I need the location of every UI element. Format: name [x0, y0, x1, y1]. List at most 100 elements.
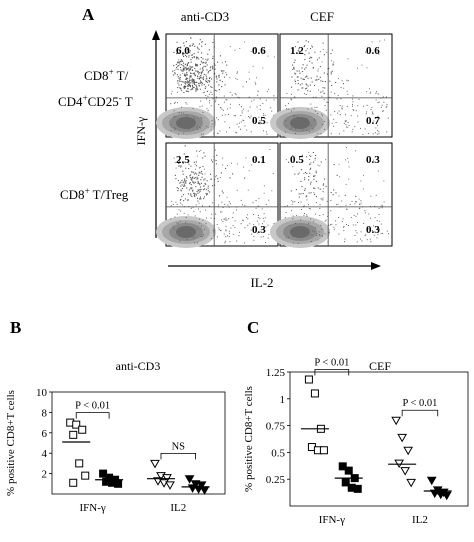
y-tick-label: 6: [42, 428, 48, 440]
data-point: [150, 459, 160, 469]
data-point: [99, 469, 108, 478]
flow-plot-4: 0.5 0.3 0.3: [270, 142, 393, 248]
x-axis-label-il2: IL-2: [250, 275, 273, 290]
row-label-2: CD8+ T/Treg: [60, 186, 129, 202]
data-point: [400, 467, 411, 476]
event-dots: [285, 39, 389, 135]
data-point: [391, 416, 402, 426]
x-axis-arrowhead: [371, 262, 381, 270]
panel-c-letter: C: [247, 318, 259, 337]
quadrant-value-upper-left: 0.5: [290, 154, 304, 166]
data-point: [69, 478, 78, 487]
y-axis-label-ifn: IFN-γ: [134, 116, 148, 145]
flow-plot-1: 6.0 0.6 0.5: [156, 33, 279, 139]
dense-population: [270, 107, 330, 139]
data-point: [165, 481, 175, 490]
y-tick-label: 4: [42, 448, 48, 460]
event-dots: [170, 37, 275, 135]
significance-bracket: P < 0.01: [75, 401, 110, 419]
flow-plot-3: 2.5 0.1 0.3: [156, 142, 279, 248]
panel-b-letter: B: [10, 318, 21, 337]
data-point: [341, 478, 350, 487]
group-open-square: [300, 375, 329, 455]
col-header-cef: CEF: [310, 9, 334, 24]
data-point: [72, 420, 81, 429]
x-category-label: IL2: [170, 502, 186, 514]
row-label-1-line1: CD8+ T/: [84, 67, 129, 83]
quadrant-value-upper-left: 6.0: [176, 45, 190, 57]
group-filled-triangle: [423, 476, 452, 501]
data-point: [114, 479, 123, 488]
data-point: [426, 476, 437, 486]
data-point: [397, 433, 408, 443]
data-point: [196, 481, 207, 490]
quadrant-value-lower-right: 0.3: [252, 224, 266, 236]
x-category-label: IL2: [412, 514, 428, 526]
event-dots: [170, 145, 275, 244]
quadrant-value-lower-right: 0.5: [252, 115, 266, 127]
significance-bracket: P < 0.01: [401, 398, 439, 417]
significance-label: P < 0.01: [314, 358, 349, 369]
significance-label: NS: [172, 441, 186, 452]
dense-population: [156, 216, 216, 248]
significance-label: P < 0.01: [75, 401, 110, 412]
y-tick-label: 1: [280, 394, 286, 406]
data-point: [338, 462, 347, 471]
y-tick-label: 0.75: [266, 421, 286, 433]
plot-frame: [51, 391, 226, 495]
group-open-triangle: [388, 416, 417, 488]
y-tick-label: 10: [36, 387, 48, 399]
y-tick-label: 2: [42, 469, 48, 481]
data-point: [344, 466, 353, 475]
quadrant-value-upper-right: 0.6: [252, 45, 266, 57]
chart-anti-cd3: anti-CD3 % positive CD8+T cells 2 4 6 8 10 IFN-…: [5, 359, 226, 514]
y-tick-label: 8: [42, 407, 48, 419]
quadrant-value-lower-right: 0.7: [366, 115, 380, 127]
quadrant-value-upper-right: 0.3: [366, 154, 380, 166]
row-label-1-line2: CD4+CD25- T: [58, 93, 133, 109]
group-filled-triangle: [181, 475, 210, 495]
data-point: [304, 375, 313, 384]
group-filled-square: [95, 469, 124, 488]
quadrant-value-lower-right: 0.3: [366, 224, 380, 236]
group-open-square: [62, 418, 91, 487]
chart-cef: CEF % positive CD8+T cells 0.25 0.5 0.75 1 1.2…: [243, 358, 469, 526]
quadrant-value-upper-right: 0.6: [366, 45, 380, 57]
quadrant-value-upper-left: 2.5: [176, 154, 190, 166]
chart-title: anti-CD3: [116, 359, 161, 373]
plot-frame: [289, 371, 469, 507]
quadrant-value-upper-left: 1.2: [290, 45, 304, 57]
dense-population: [270, 216, 330, 248]
col-header-anti-cd3: anti-CD3: [181, 9, 229, 24]
data-point: [310, 389, 319, 398]
y-tick-label: 0.5: [271, 447, 285, 459]
y-axis-label: % positive CD8+T cells: [243, 386, 255, 492]
data-point: [353, 484, 362, 493]
data-point: [81, 471, 90, 480]
dense-population: [156, 107, 216, 139]
data-point: [319, 446, 328, 455]
significance-label: P < 0.01: [402, 398, 437, 409]
x-category-label: IFN-γ: [80, 502, 106, 514]
y-axis-label: % positive CD8+T cells: [5, 390, 17, 496]
data-point: [406, 478, 417, 488]
panel-a-letter: A: [82, 5, 95, 24]
data-point: [184, 475, 195, 484]
significance-bracket: NS: [160, 441, 196, 460]
y-tick-label: 0.25: [266, 474, 286, 486]
data-point: [78, 425, 87, 434]
data-point: [403, 446, 414, 456]
chart-title: CEF: [369, 359, 391, 373]
data-point: [69, 430, 78, 439]
data-point: [199, 486, 210, 495]
flow-cytometry-plots: 6.0 0.6 0.5 1.2 0.6 0.7 2.5 0.1 0.3 0.5 0.3 0.3: [156, 33, 393, 248]
group-open-triangle: [146, 459, 175, 490]
y-axis-arrowhead: [152, 30, 160, 40]
event-dots: [284, 147, 389, 244]
data-point: [441, 491, 452, 501]
significance-bracket: P < 0.01: [314, 358, 349, 376]
flow-plot-2: 1.2 0.6 0.7: [270, 33, 393, 139]
data-point: [75, 459, 84, 468]
x-category-label: IFN-γ: [319, 514, 345, 526]
